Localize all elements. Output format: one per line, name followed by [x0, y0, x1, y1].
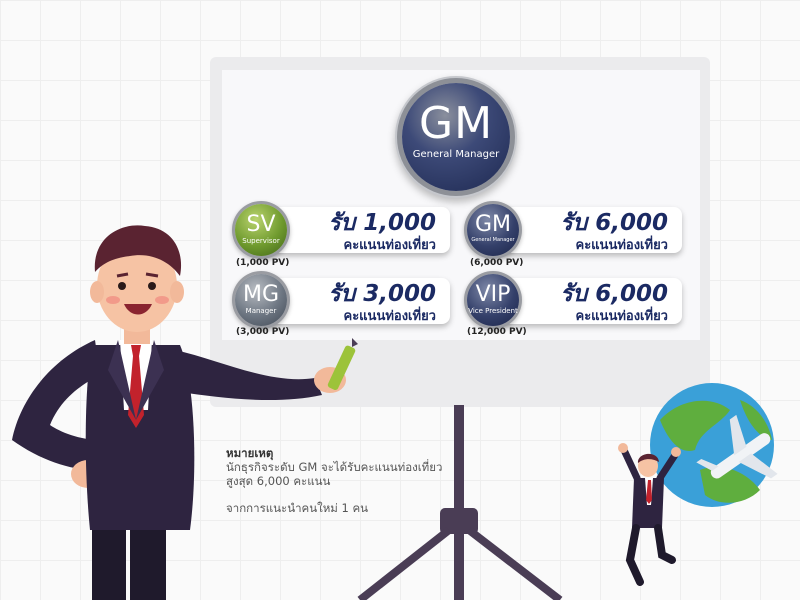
- tier-pv: (6,000 PV): [470, 258, 524, 268]
- remark-heading: หมายเหตุ: [226, 446, 274, 460]
- tier-pv: (1,000 PV): [236, 258, 290, 268]
- vice-president-badge: VIP Vice President: [467, 274, 519, 326]
- main-badge-abbr: GM: [418, 98, 494, 149]
- reward-amount: รับ 6,000: [560, 281, 668, 307]
- main-badge-title: General Manager: [412, 149, 500, 160]
- remark-line: จากการแนะนำคนใหม่ 1 คน: [226, 501, 369, 515]
- tier-title: General Manager: [471, 237, 515, 243]
- reward-amount: รับ 6,000: [560, 210, 668, 236]
- tier-abbr: SV: [246, 212, 276, 237]
- reward-pill-general-manager: รับ 6,000 คะแนนท่องเที่ยว: [487, 207, 682, 253]
- reward-unit: คะแนนท่องเที่ยว: [575, 309, 669, 324]
- tier-abbr: VIP: [475, 282, 511, 307]
- reward-unit: คะแนนท่องเที่ยว: [343, 309, 437, 324]
- reward-pill-vice-president: รับ 6,000 คะแนนท่องเที่ยว: [487, 278, 682, 324]
- tier-pv: (12,000 PV): [467, 327, 527, 337]
- remark-note: หมายเหตุ นักธุรกิจระดับ GM จะได้รับคะแนน…: [226, 446, 442, 515]
- tier-title: Manager: [245, 307, 277, 315]
- general-manager-badge: GM General Manager: [402, 83, 510, 191]
- reward-unit: คะแนนท่องเที่ยว: [343, 238, 437, 253]
- reward-pill-supervisor: รับ 1,000 คะแนนท่องเที่ยว: [255, 207, 450, 253]
- tier-title: Vice President: [468, 307, 518, 315]
- remark-line: นักธุรกิจระดับ GM จะได้รับคะแนนท่องเที่ย…: [226, 460, 443, 474]
- tier-title: Supervisor: [242, 237, 280, 245]
- tier-pv: (3,000 PV): [236, 327, 290, 337]
- reward-pill-manager: รับ 3,000 คะแนนท่องเที่ยว: [255, 278, 450, 324]
- tier-abbr: MG: [242, 282, 280, 307]
- manager-badge: MG Manager: [235, 274, 287, 326]
- supervisor-badge: SV Supervisor: [235, 204, 287, 256]
- reward-amount: รับ 1,000: [328, 210, 436, 236]
- reward-unit: คะแนนท่องเที่ยว: [575, 238, 669, 253]
- remark-line: สูงสุด 6,000 คะแนน: [226, 474, 331, 488]
- reward-amount: รับ 3,000: [328, 281, 436, 307]
- tier-abbr: GM: [474, 212, 512, 237]
- general-manager-small-badge: GM General Manager: [467, 204, 519, 256]
